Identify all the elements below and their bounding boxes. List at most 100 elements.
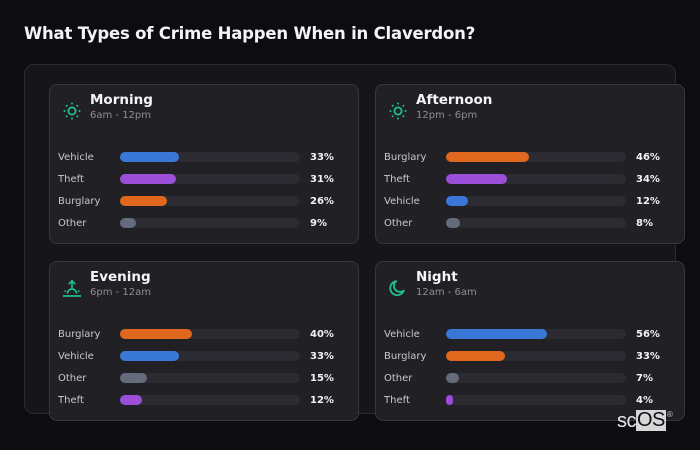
- crime-bars: Vehicle 56% Burglary 33% Other 7% Theft 4%: [384, 323, 684, 411]
- crime-row-vehicle: Vehicle 33%: [58, 345, 358, 367]
- crime-bars: Burglary 46% Theft 34% Vehicle 12% Other 8%: [384, 146, 684, 234]
- card-time-range: 12am - 6am: [416, 287, 477, 298]
- crime-type-label: Other: [58, 372, 87, 384]
- percentage-value: 12%: [310, 394, 334, 406]
- crime-type-label: Vehicle: [58, 151, 94, 163]
- percentage-value: 8%: [636, 217, 653, 229]
- percentage-value: 7%: [636, 372, 653, 384]
- bar-fill: [120, 174, 176, 184]
- bar-fill: [120, 329, 192, 339]
- card-title: Afternoon: [416, 92, 493, 108]
- crime-row-other: Other 7%: [384, 367, 684, 389]
- card-time-range: 12pm - 6pm: [416, 110, 478, 121]
- crime-row-vehicle: Vehicle 56%: [384, 323, 684, 345]
- bar-track: [120, 351, 300, 361]
- bar-track: [446, 373, 626, 383]
- bar-fill: [446, 351, 506, 361]
- bar-fill: [446, 152, 529, 162]
- percentage-value: 12%: [636, 195, 660, 207]
- percentage-value: 15%: [310, 372, 334, 384]
- watermark-boxed: OS: [636, 409, 666, 431]
- crime-row-burglary: Burglary 40%: [58, 323, 358, 345]
- percentage-value: 33%: [310, 350, 334, 362]
- crime-type-label: Theft: [384, 173, 410, 185]
- bar-fill: [120, 395, 142, 405]
- percentage-value: 33%: [310, 151, 334, 163]
- bar-fill: [120, 351, 180, 361]
- bar-fill: [446, 196, 468, 206]
- crime-bars: Burglary 40% Vehicle 33% Other 15% Theft 12%: [58, 323, 358, 411]
- bar-track: [446, 351, 626, 361]
- card-title: Night: [416, 269, 458, 285]
- crime-row-other: Other 15%: [58, 367, 358, 389]
- card-night: Night 12am - 6am Vehicle 56% Burglary 33% Ot…: [375, 261, 685, 421]
- sun-icon: [389, 102, 407, 120]
- crime-type-label: Burglary: [384, 151, 427, 163]
- bar-track: [446, 196, 626, 206]
- watermark-prefix: sc: [617, 410, 637, 432]
- crime-row-burglary: Burglary 33%: [384, 345, 684, 367]
- card-morning: Morning 6am - 12pm Vehicle 33% Theft 31% Bur…: [49, 84, 359, 244]
- bar-fill: [120, 196, 167, 206]
- sun-icon: [63, 102, 81, 120]
- crime-type-label: Other: [58, 217, 87, 229]
- card-title: Evening: [90, 269, 151, 285]
- sunset-icon: [62, 279, 82, 297]
- crime-row-burglary: Burglary 26%: [58, 190, 358, 212]
- crime-row-burglary: Burglary 46%: [384, 146, 684, 168]
- bar-track: [120, 373, 300, 383]
- crime-type-label: Vehicle: [384, 195, 420, 207]
- percentage-value: 31%: [310, 173, 334, 185]
- bar-fill: [446, 218, 461, 228]
- card-time-range: 6am - 12pm: [90, 110, 152, 121]
- percentage-value: 33%: [636, 350, 660, 362]
- bar-track: [446, 218, 626, 228]
- bar-track: [446, 329, 626, 339]
- crime-type-label: Vehicle: [58, 350, 94, 362]
- crime-row-vehicle: Vehicle 33%: [58, 146, 358, 168]
- card-time-range: 6pm - 12am: [90, 287, 152, 298]
- crime-row-other: Other 9%: [58, 212, 358, 234]
- bar-fill: [446, 329, 547, 339]
- card-afternoon: Afternoon 12pm - 6pm Burglary 46% Theft 34%…: [375, 84, 685, 244]
- card-evening: Evening 6pm - 12am Burglary 40% Vehicle 33%…: [49, 261, 359, 421]
- bar-fill: [446, 395, 454, 405]
- bar-track: [446, 174, 626, 184]
- crime-row-theft: Theft 12%: [58, 389, 358, 411]
- crime-row-theft: Theft 4%: [384, 389, 684, 411]
- bar-fill: [446, 373, 459, 383]
- crime-type-label: Burglary: [58, 195, 101, 207]
- page-title: What Types of Crime Happen When in Clave…: [24, 24, 476, 43]
- bar-track: [120, 329, 300, 339]
- bar-fill: [120, 152, 180, 162]
- registered-mark: ®: [666, 410, 673, 419]
- percentage-value: 34%: [636, 173, 660, 185]
- scos-watermark: sc OS ®: [617, 409, 673, 433]
- crime-row-theft: Theft 31%: [58, 168, 358, 190]
- percentage-value: 9%: [310, 217, 327, 229]
- crime-type-label: Burglary: [58, 328, 101, 340]
- bar-track: [446, 152, 626, 162]
- crime-type-label: Other: [384, 217, 413, 229]
- moon-icon: [389, 280, 405, 297]
- bar-track: [120, 395, 300, 405]
- percentage-value: 40%: [310, 328, 334, 340]
- bar-fill: [120, 218, 137, 228]
- crime-type-label: Burglary: [384, 350, 427, 362]
- bar-track: [120, 174, 300, 184]
- bar-fill: [120, 373, 147, 383]
- crime-row-other: Other 8%: [384, 212, 684, 234]
- crime-row-theft: Theft 34%: [384, 168, 684, 190]
- percentage-value: 4%: [636, 394, 653, 406]
- crime-type-label: Theft: [58, 394, 84, 406]
- crime-row-vehicle: Vehicle 12%: [384, 190, 684, 212]
- bar-track: [446, 395, 626, 405]
- bar-track: [120, 218, 300, 228]
- crime-type-label: Theft: [58, 173, 84, 185]
- card-title: Morning: [90, 92, 153, 108]
- percentage-value: 56%: [636, 328, 660, 340]
- crime-type-label: Other: [384, 372, 413, 384]
- percentage-value: 46%: [636, 151, 660, 163]
- bar-track: [120, 196, 300, 206]
- crime-type-label: Vehicle: [384, 328, 420, 340]
